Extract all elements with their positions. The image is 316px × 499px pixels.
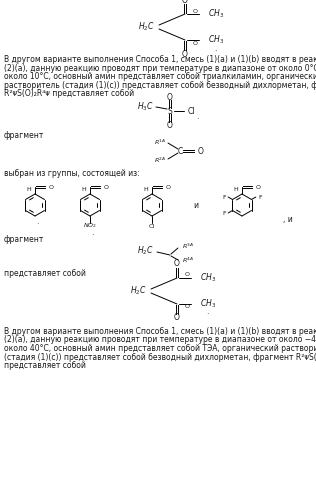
Text: В другом варианте выполнения Способа 1, смесь (1)(a) и (1)(b) вводят в реакцию с: В другом варианте выполнения Способа 1, …	[4, 55, 316, 64]
Text: выбран из группы, состоящей из:: выбран из группы, состоящей из:	[4, 169, 140, 178]
Text: .: .	[196, 111, 198, 120]
Text: $H_3C$: $H_3C$	[137, 101, 154, 113]
Text: O: O	[185, 272, 190, 277]
Text: H: H	[81, 187, 86, 192]
Text: $NO_2$: $NO_2$	[83, 222, 97, 231]
Text: $CH_3$: $CH_3$	[208, 8, 224, 20]
Text: (стадия (1)(c)) представляет собой безводный дихлорметан, фрагмент R²ᴪS(O)₂R⁴ᴪ: (стадия (1)(c)) представляет собой безво…	[4, 352, 316, 361]
Text: O: O	[198, 147, 204, 156]
Text: фрагмент: фрагмент	[4, 131, 44, 140]
Text: (2)(a), данную реакцию проводят при температуре в диапазоне от около 0°C до: (2)(a), данную реакцию проводят при темп…	[4, 63, 316, 72]
Text: .: .	[36, 217, 38, 226]
Text: $R^{4A}$: $R^{4A}$	[182, 255, 194, 264]
Text: O: O	[185, 304, 190, 309]
Text: C: C	[177, 147, 183, 156]
Text: O: O	[167, 92, 173, 101]
Text: $R^{2A}$: $R^{2A}$	[154, 155, 166, 165]
Text: F: F	[222, 211, 226, 216]
Text: O: O	[174, 259, 180, 268]
Text: O: O	[174, 313, 180, 322]
Text: .: .	[91, 228, 93, 237]
Text: O: O	[166, 185, 171, 190]
Text: O: O	[182, 49, 188, 58]
Text: представляет собой: представляет собой	[4, 269, 86, 278]
Text: около 40°C, основный амин представляет собой ТЭА, органический растворитель: около 40°C, основный амин представляет с…	[4, 344, 316, 353]
Text: представляет собой: представляет собой	[4, 361, 86, 370]
Text: $CH_3$: $CH_3$	[200, 272, 216, 284]
Text: .: .	[214, 43, 216, 52]
Text: Cl: Cl	[149, 224, 155, 229]
Text: (2)(a), данную реакцию проводят при температуре в диапазоне от около −40°C до: (2)(a), данную реакцию проводят при темп…	[4, 335, 316, 344]
Text: , и: , и	[283, 215, 293, 224]
Text: H: H	[143, 187, 148, 192]
Text: $R^{3A}$: $R^{3A}$	[182, 242, 194, 250]
Text: .: .	[206, 307, 208, 316]
Text: Cl: Cl	[188, 106, 196, 115]
Text: O: O	[167, 120, 173, 130]
Text: $H_2C$: $H_2C$	[130, 285, 147, 297]
Text: F: F	[222, 195, 226, 200]
Text: фрагмент: фрагмент	[4, 235, 44, 244]
Text: S: S	[167, 106, 172, 115]
Text: $H_2C$: $H_2C$	[137, 245, 154, 257]
Text: R²ᴪS(O)₂R⁴ᴪ представляет собой: R²ᴪS(O)₂R⁴ᴪ представляет собой	[4, 89, 134, 98]
Text: H: H	[26, 187, 31, 192]
Text: около 10°C, основный амин представляет собой триалкиламин, органический: около 10°C, основный амин представляет с…	[4, 72, 316, 81]
Text: и: и	[193, 201, 198, 210]
Text: растворитель (стадия (1)(c)) представляет собой безводный дихлорметан, фрагмент: растворитель (стадия (1)(c)) представляе…	[4, 80, 316, 89]
Text: F: F	[258, 195, 262, 200]
Text: O: O	[192, 8, 198, 13]
Text: O: O	[104, 185, 109, 190]
Text: В другом варианте выполнения Способа 1, смесь (1)(a) и (1)(b) вводят в реакцию с: В другом варианте выполнения Способа 1, …	[4, 327, 316, 336]
Text: O: O	[256, 185, 261, 190]
Text: O: O	[49, 185, 54, 190]
Text: $H_2C$: $H_2C$	[138, 21, 155, 33]
Text: O: O	[182, 0, 188, 4]
Text: $CH_3$: $CH_3$	[208, 34, 224, 46]
Text: H: H	[233, 187, 238, 192]
Text: $CH_3$: $CH_3$	[200, 298, 216, 310]
Text: O: O	[192, 40, 198, 45]
Text: $R^{1A}$: $R^{1A}$	[154, 137, 166, 147]
